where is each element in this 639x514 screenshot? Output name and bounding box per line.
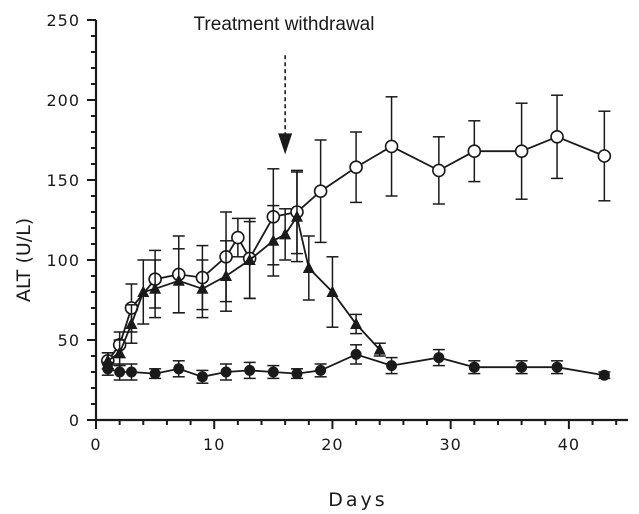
- axes: 0 50 100 150 200 250 0 10 20 30 40: [46, 11, 628, 454]
- data-point: [244, 364, 256, 376]
- data-point: [102, 363, 114, 375]
- data-point: [373, 343, 386, 355]
- data-point: [149, 368, 161, 380]
- data-point: [313, 184, 328, 198]
- data-point: [173, 363, 185, 375]
- data-point: [302, 261, 315, 273]
- series-layer: [101, 94, 612, 384]
- data-point: [196, 371, 208, 383]
- annotation-label: Treatment withdrawal: [194, 14, 375, 35]
- data-point: [267, 234, 280, 246]
- data-point: [220, 269, 233, 281]
- data-point: [550, 130, 564, 144]
- data-point: [349, 160, 363, 174]
- y-tick-label: 200: [46, 91, 80, 110]
- data-point: [350, 317, 363, 329]
- data-point: [467, 144, 482, 158]
- x-tick-label: 30: [439, 435, 461, 454]
- y-tick-label: 0: [69, 411, 80, 430]
- data-point: [315, 364, 327, 376]
- data-point: [514, 144, 529, 158]
- data-point: [386, 360, 398, 372]
- data-point: [231, 230, 245, 245]
- data-point: [125, 366, 137, 378]
- x-axis-label: Days: [328, 489, 387, 511]
- data-point: [113, 346, 126, 358]
- y-tick-label: 100: [46, 251, 80, 270]
- data-point: [598, 369, 610, 381]
- x-tick-label: 40: [558, 435, 580, 454]
- data-point: [516, 361, 528, 373]
- x-tick-label: 10: [203, 435, 225, 454]
- data-point: [384, 139, 399, 154]
- data-point: [432, 163, 446, 178]
- data-point: [551, 361, 563, 373]
- data-point: [267, 366, 279, 378]
- series-open-circle: [101, 94, 612, 370]
- data-point: [125, 317, 138, 329]
- data-point: [196, 282, 209, 294]
- x-tick-label: 20: [321, 435, 343, 454]
- y-axis-label: ALT (U/L): [13, 218, 35, 302]
- y-tick-label: 150: [46, 171, 80, 190]
- annotation-arrow-head: [278, 133, 293, 155]
- data-point: [597, 149, 612, 163]
- data-point: [350, 348, 362, 360]
- data-point: [137, 285, 150, 297]
- data-point: [291, 368, 303, 380]
- data-point: [290, 210, 303, 222]
- data-point: [279, 227, 292, 240]
- annotation-arrow: [278, 55, 293, 155]
- data-point: [468, 361, 480, 373]
- data-point: [326, 285, 339, 297]
- series-line: [107, 214, 381, 362]
- series-filled-triangle: [101, 171, 386, 370]
- y-tick-label: 50: [58, 331, 80, 350]
- series-filled-circle: [101, 344, 611, 384]
- data-point: [433, 352, 445, 364]
- y-tick-label: 250: [46, 11, 80, 30]
- x-tick-label: 0: [90, 435, 101, 454]
- data-point: [149, 282, 162, 294]
- data-point: [114, 366, 126, 378]
- data-point: [220, 366, 232, 378]
- data-point: [243, 253, 256, 265]
- data-point: [172, 274, 185, 286]
